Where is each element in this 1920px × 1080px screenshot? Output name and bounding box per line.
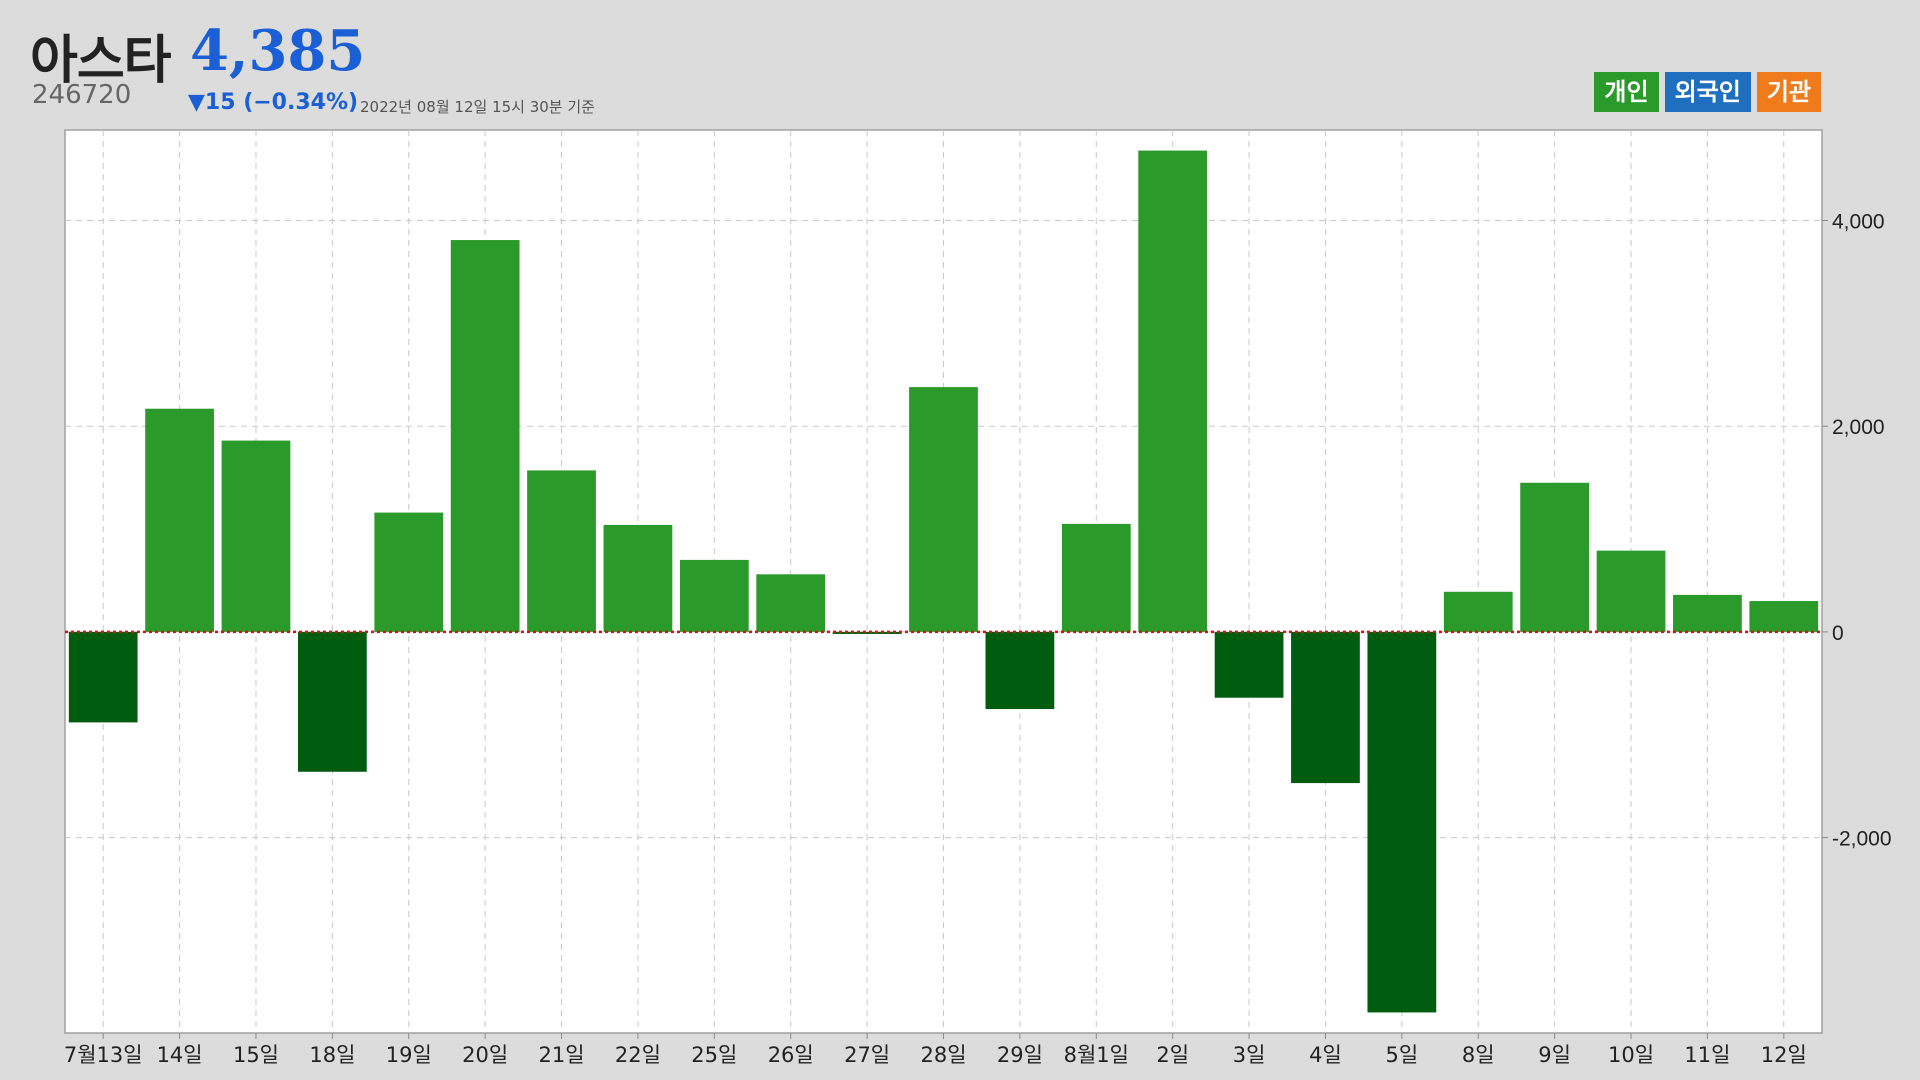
y-tick-label: -2,000	[1832, 828, 1892, 851]
x-tick-label: 22일	[615, 1043, 661, 1067]
x-tick-label: 28일	[920, 1043, 966, 1067]
bar	[756, 574, 826, 632]
x-tick-label: 27일	[844, 1043, 890, 1067]
legend-foreign-button[interactable]: 외국인	[1664, 72, 1751, 112]
bar	[1214, 631, 1284, 698]
x-tick-label: 4일	[1309, 1043, 1342, 1067]
x-tick-label: 15일	[233, 1043, 279, 1067]
price-change: ▼15 (−0.34%)	[188, 90, 359, 115]
bar	[1749, 601, 1819, 632]
stock-name: 아스타	[30, 31, 172, 91]
bar	[221, 440, 291, 632]
bar	[527, 470, 596, 632]
bar	[985, 631, 1055, 710]
legend-institution-button[interactable]: 기관	[1756, 72, 1821, 112]
x-tick-label: 29일	[997, 1043, 1043, 1067]
y-tick-label: 0	[1832, 622, 1844, 645]
y-axis-labels: 4,000 2,000 0 -2,000	[1822, 211, 1892, 851]
bar	[450, 240, 520, 632]
x-tick-label: 18일	[309, 1043, 355, 1067]
bar	[1443, 591, 1513, 632]
x-tick-label: 5일	[1386, 1043, 1419, 1067]
bar	[297, 631, 367, 772]
stock-price: 4,385	[190, 18, 366, 84]
bar	[1291, 631, 1360, 784]
x-tick-label: 11일	[1684, 1043, 1730, 1067]
x-tick-label: 10일	[1608, 1043, 1654, 1067]
timestamp: 2022년 08월 12일 15시 30분 기준	[360, 98, 595, 116]
x-tick-label: 20일	[462, 1043, 508, 1067]
bar	[145, 408, 214, 632]
legend-individual-button[interactable]: 개인	[1594, 72, 1659, 112]
bar	[832, 631, 902, 634]
bar	[1673, 594, 1742, 632]
bar	[1367, 631, 1437, 1013]
bar	[1596, 550, 1666, 632]
bar	[374, 512, 444, 632]
x-tick-label: 2일	[1156, 1043, 1189, 1067]
x-tick-label: 25일	[691, 1043, 737, 1067]
x-tick-label: 3일	[1233, 1043, 1266, 1067]
x-tick-label: 26일	[768, 1043, 814, 1067]
bar	[68, 631, 138, 723]
bar	[679, 559, 749, 632]
bar	[1138, 150, 1208, 632]
bars	[68, 150, 1819, 1013]
y-tick-label: 2,000	[1832, 416, 1885, 439]
bar	[1520, 482, 1590, 632]
y-tick-label: 4,000	[1832, 211, 1885, 234]
bar	[909, 387, 978, 632]
bar	[603, 524, 673, 632]
x-tick-label: 21일	[539, 1043, 585, 1067]
stock-code: 246720	[32, 80, 132, 110]
x-tick-label: 8월1일	[1064, 1043, 1129, 1067]
x-tick-label: 8일	[1462, 1043, 1495, 1067]
x-tick-label: 9일	[1538, 1043, 1571, 1067]
x-tick-label: 7월13일	[64, 1043, 143, 1067]
x-tick-label: 12일	[1761, 1043, 1807, 1067]
x-axis-labels: 7월13일 14일 15일 18일 19일 20일 21일 22일 25일 26일 27일 28일 29…	[64, 1033, 1807, 1067]
x-tick-label: 14일	[157, 1043, 203, 1067]
legend: 개인 외국인 기관	[1594, 72, 1821, 112]
bar	[1061, 523, 1131, 632]
x-tick-label: 19일	[386, 1043, 432, 1067]
